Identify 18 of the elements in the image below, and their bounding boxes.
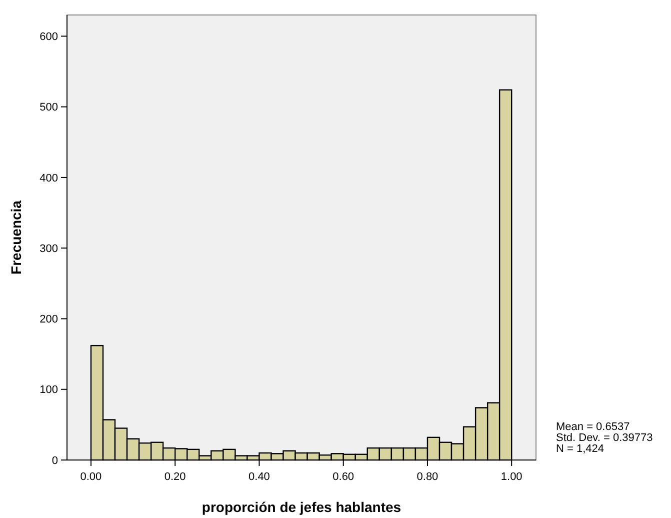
x-tick-label: 1.00 bbox=[500, 471, 522, 483]
y-axis-title: Frecuencia bbox=[8, 200, 24, 274]
y-tick-label: 100 bbox=[40, 384, 58, 396]
y-tick-label: 600 bbox=[40, 31, 58, 44]
y-tick-label: 500 bbox=[40, 102, 58, 114]
x-tick-label: 0.20 bbox=[164, 471, 186, 483]
y-tick-label: 0 bbox=[52, 454, 58, 467]
x-axis-title: proporción de jefes hablantes bbox=[202, 499, 402, 515]
text: Std. Dev. = 0.39773 bbox=[556, 432, 653, 444]
y-tick-label: 200 bbox=[40, 314, 58, 326]
y-tick-label: 300 bbox=[40, 242, 58, 255]
x-tick-label: 0.80 bbox=[416, 471, 438, 483]
x-tick-label: 0.60 bbox=[332, 471, 354, 483]
x-tick-label: 0.40 bbox=[248, 471, 270, 483]
y-tick-label: 400 bbox=[40, 172, 58, 184]
x-tick-label: 0.00 bbox=[80, 471, 102, 483]
text: Mean = 0.6537 bbox=[556, 421, 630, 433]
text: N = 1,424 bbox=[556, 443, 604, 455]
